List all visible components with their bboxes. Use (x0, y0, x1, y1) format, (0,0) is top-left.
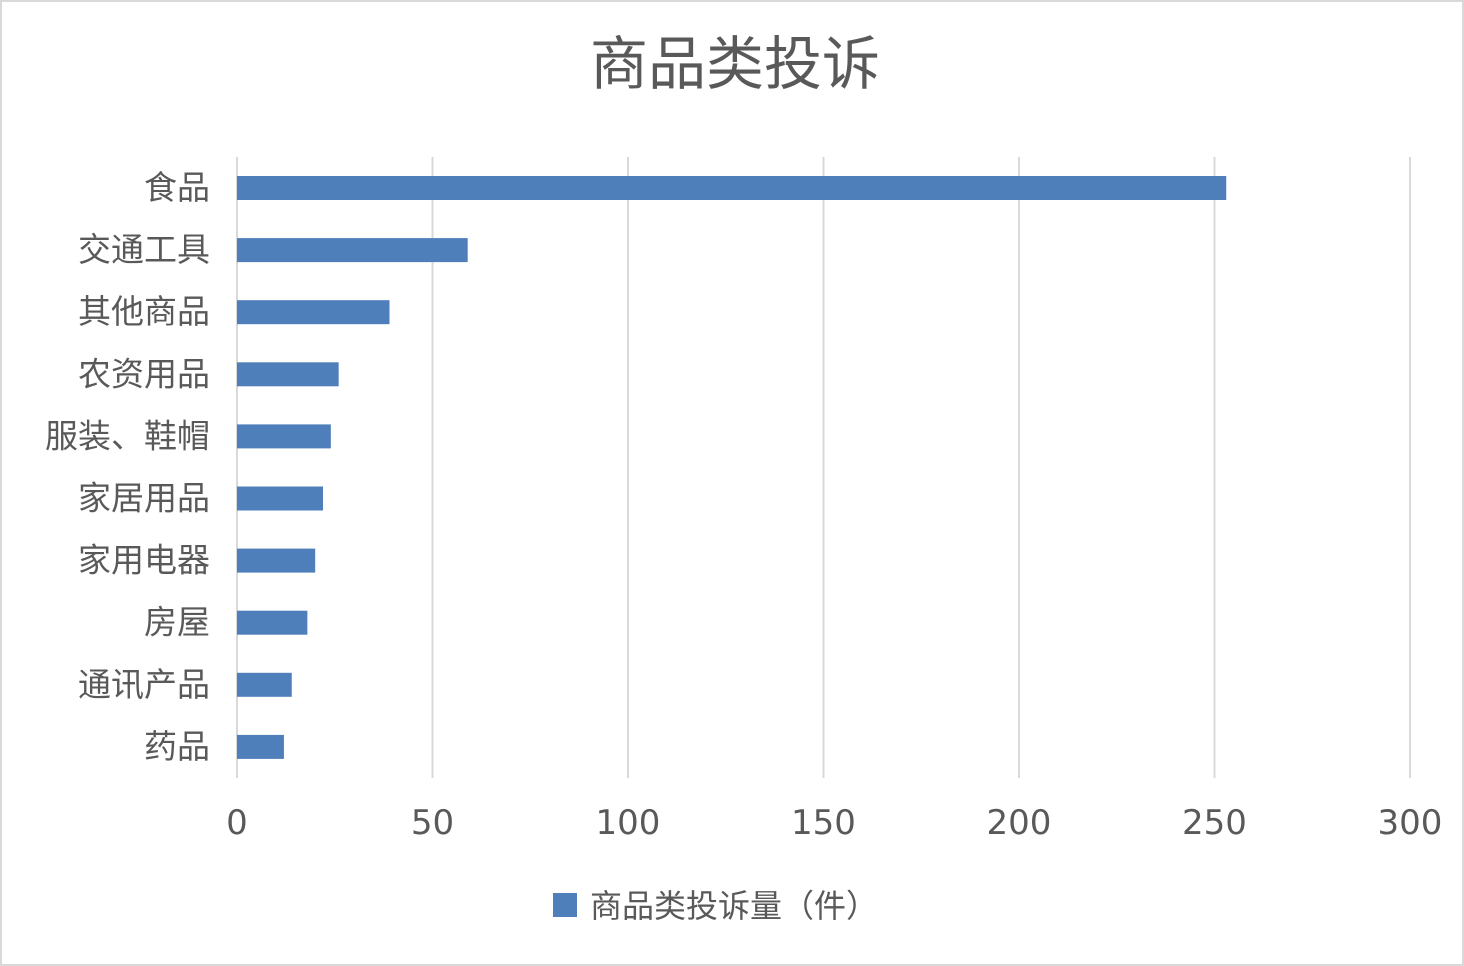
bar-0 (237, 176, 1227, 200)
category-label-9: 药品 (144, 727, 210, 766)
category-label-0: 食品 (144, 168, 210, 207)
bar-9 (237, 734, 284, 759)
bar-1 (237, 238, 468, 263)
x-tick-label-50: 50 (411, 803, 454, 843)
category-label-5: 家居用品 (78, 479, 210, 518)
legend-swatch (553, 893, 577, 917)
x-tick-label-300: 300 (1378, 803, 1443, 843)
x-tick-label-150: 150 (791, 803, 856, 843)
bar-7 (237, 610, 308, 635)
x-tick-label-100: 100 (596, 803, 661, 843)
category-label-8: 通讯产品 (78, 665, 210, 704)
x-tick-label-0: 0 (226, 803, 248, 843)
category-label-4: 服装、鞋帽 (45, 416, 210, 455)
category-label-2: 其他商品 (78, 292, 210, 331)
legend: 商品类投诉量（件） (553, 887, 878, 925)
category-label-3: 农资用品 (78, 354, 210, 393)
bar-4 (237, 424, 331, 449)
legend-label: 商品类投诉量（件） (590, 887, 878, 925)
category-label-7: 房屋 (144, 603, 210, 642)
x-axis-tick-labels: 0 50 100 150 200 250 300 (226, 803, 1442, 843)
bar-6 (237, 548, 316, 573)
category-label-6: 家用电器 (78, 541, 210, 580)
bar-2 (237, 300, 390, 325)
chart-title: 商品类投诉 (590, 30, 880, 98)
x-tick-label-250: 250 (1182, 803, 1247, 843)
bars (237, 176, 1227, 759)
bar-5 (237, 486, 324, 511)
category-label-1: 交通工具 (78, 230, 210, 269)
x-tick-label-200: 200 (987, 803, 1052, 843)
bar-8 (237, 672, 292, 697)
bar-3 (237, 362, 339, 387)
